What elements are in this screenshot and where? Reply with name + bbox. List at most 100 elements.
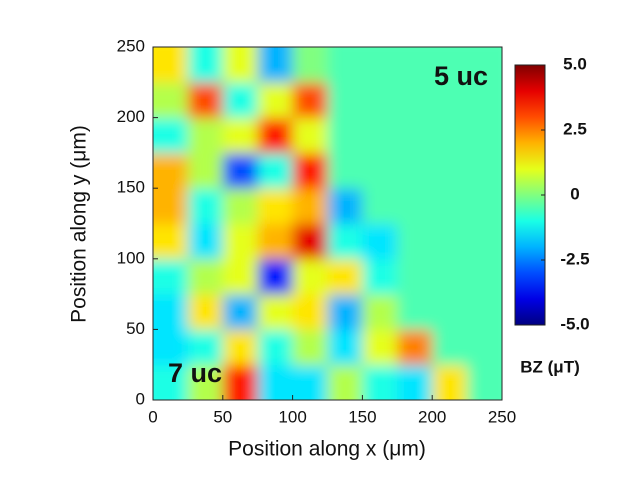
heat-cell — [153, 258, 189, 295]
colorbar — [514, 64, 546, 326]
heat-cell — [362, 82, 398, 119]
heat-cell — [467, 152, 502, 189]
heat-cell — [222, 82, 259, 119]
y-tick-label: 0 — [136, 389, 145, 408]
heat-cell — [362, 223, 398, 260]
heat-cell — [153, 117, 189, 154]
heat-cell — [327, 188, 363, 224]
heat-cell — [432, 47, 468, 83]
y-tick-label: 100 — [117, 248, 145, 267]
heat-cell — [292, 117, 328, 154]
heat-cell — [222, 258, 259, 295]
heat-cell — [292, 223, 328, 260]
heat-cell — [257, 329, 294, 366]
heat-cell — [153, 223, 189, 260]
heat-cell — [467, 329, 502, 366]
heat-cell — [257, 117, 294, 154]
heat-cell — [292, 258, 328, 295]
heat-cell — [187, 117, 224, 154]
heat-cell — [432, 258, 468, 295]
heat-cell — [292, 152, 328, 189]
heat-cell — [153, 47, 189, 83]
heat-cell — [222, 329, 259, 366]
x-tick-label: 250 — [488, 407, 516, 426]
heat-cell — [257, 364, 294, 400]
colorbar-tick-label: -5.0 — [560, 314, 589, 333]
heat-cell — [362, 188, 398, 224]
heat-cell — [327, 223, 363, 260]
x-tick-label: 100 — [278, 407, 306, 426]
heat-cell — [397, 188, 433, 224]
heat-cell — [362, 329, 398, 366]
heat-cell — [432, 364, 468, 400]
heat-cell — [397, 364, 433, 400]
heat-cell — [257, 294, 294, 330]
heat-cell — [397, 258, 433, 295]
heat-cell — [153, 364, 189, 400]
heat-cell — [222, 188, 259, 224]
heat-cell — [397, 152, 433, 189]
heat-cell — [257, 223, 294, 260]
colorbar-tick-label: 2.5 — [563, 119, 587, 138]
colorbar-tick-label: -2.5 — [560, 249, 589, 268]
heat-cell — [432, 294, 468, 330]
heat-cell — [153, 329, 189, 366]
heat-cell — [467, 82, 502, 119]
heat-cell — [292, 47, 328, 83]
heat-cell — [327, 117, 363, 154]
heat-cell — [432, 117, 468, 154]
heat-cell — [292, 294, 328, 330]
heat-cell — [362, 117, 398, 154]
heat-cell — [467, 47, 502, 83]
heat-cell — [187, 364, 224, 400]
heat-cell — [257, 47, 294, 83]
annotation: 5 uc — [434, 61, 488, 91]
heat-cell — [362, 152, 398, 189]
heat-cell — [327, 82, 363, 119]
heat-cell — [467, 223, 502, 260]
heat-cell — [397, 82, 433, 119]
heat-cell — [292, 82, 328, 119]
y-tick-label: 250 — [117, 36, 145, 55]
heat-cell — [222, 47, 259, 83]
heat-cell — [187, 82, 224, 119]
heat-cell — [327, 294, 363, 330]
heat-cell — [432, 152, 468, 189]
heatmap — [153, 47, 502, 400]
x-tick-label: 0 — [148, 407, 157, 426]
heat-cell — [467, 294, 502, 330]
x-tick-label: 200 — [418, 407, 446, 426]
heat-cell — [187, 294, 224, 330]
heat-cell — [153, 294, 189, 330]
heat-cell — [327, 329, 363, 366]
x-tick-label: 50 — [213, 407, 232, 426]
y-tick-label: 50 — [126, 319, 145, 338]
heat-cell — [362, 47, 398, 83]
heat-cell — [432, 188, 468, 224]
heat-cell — [362, 258, 398, 295]
heat-cell — [327, 152, 363, 189]
heat-cell — [187, 258, 224, 295]
heat-cell — [187, 152, 224, 189]
heat-cell — [153, 188, 189, 224]
y-tick-label: 150 — [117, 178, 145, 197]
heat-cell — [292, 364, 328, 400]
heat-cell — [222, 294, 259, 330]
heat-cell — [327, 258, 363, 295]
heat-cell — [222, 152, 259, 189]
heat-cell — [153, 152, 189, 189]
heat-cell — [327, 364, 363, 400]
heat-cell — [467, 188, 502, 224]
colorbar-tick-label: 5.0 — [563, 54, 587, 73]
heat-cell — [432, 82, 468, 119]
y-tick-label: 200 — [117, 107, 145, 126]
heat-cell — [467, 258, 502, 295]
heat-cell — [257, 152, 294, 189]
heat-cell — [222, 117, 259, 154]
heat-cell — [432, 223, 468, 260]
heat-cell — [362, 294, 398, 330]
heat-cell — [292, 329, 328, 366]
colorbar-tick-label: 0 — [570, 184, 579, 203]
heat-cell — [187, 329, 224, 366]
